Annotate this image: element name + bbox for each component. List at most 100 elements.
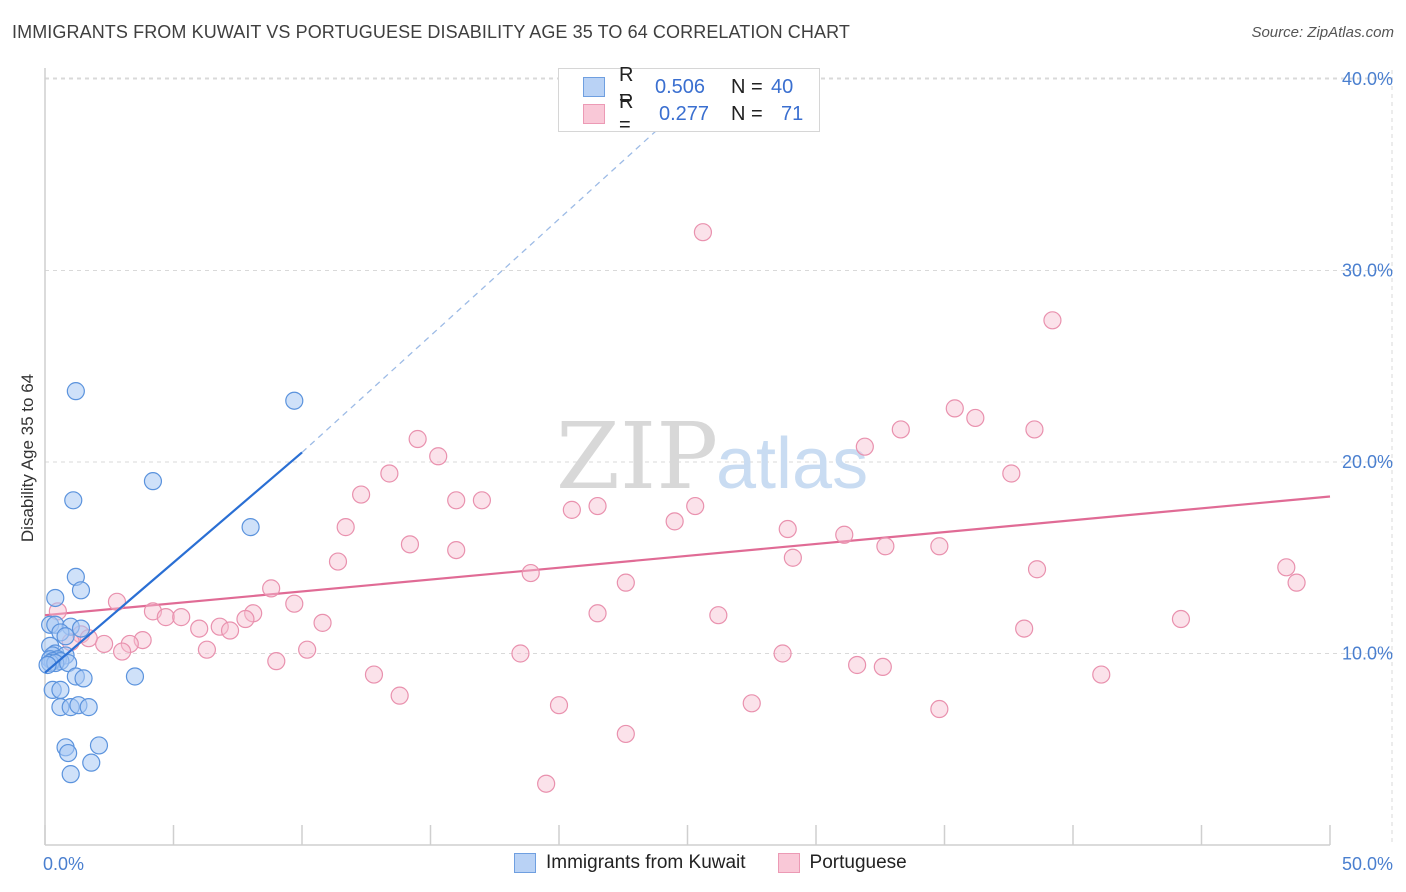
kuwait-point [143,472,163,491]
portuguese-point [390,686,409,705]
legend-row-portuguese: R = 0.277 N = 71 [583,91,803,136]
portuguese-point [156,608,175,627]
portuguese-point [120,634,139,654]
portuguese-point [1171,609,1191,629]
y-axis-label: Disability Age 35 to 64 [18,374,37,542]
portuguese-point [876,537,895,556]
portuguese-point [616,573,635,592]
portuguese-point [236,609,255,629]
portuguese-point [1002,464,1021,483]
legend-label-kuwait: Immigrants from Kuwait [546,852,746,873]
x-tick-label: 0.0% [43,854,84,874]
legend-swatch-blue [514,853,536,873]
portuguese-point [1043,311,1062,330]
legend-swatch-pink [583,104,605,124]
portuguese-point [107,592,127,611]
portuguese-point [472,491,491,510]
y-tick-label: 20.0% [1342,452,1393,472]
kuwait-point [46,588,65,608]
y-tick-label: 10.0% [1342,644,1393,664]
kuwait-points [38,382,304,784]
correlation-legend: R = 0.506 N = 40 R = 0.277 N = 71 [558,64,820,136]
watermark-zip: ZIP [556,403,718,510]
kuwait-point [285,391,304,410]
kuwait-point [89,736,109,755]
portuguese-point [380,464,399,483]
portuguese-point [891,420,910,439]
x-tick-label: 50.0% [1342,854,1393,874]
y-tick-label: 30.0% [1342,261,1393,281]
portuguese-point [298,640,317,659]
portuguese-point [1287,573,1306,592]
portuguese-trend-line [44,495,1331,617]
portuguese-point [742,694,761,713]
portuguese-point [408,429,427,449]
legend-n-value: 40 [771,75,794,98]
portuguese-point [511,644,530,663]
kuwait-point [74,669,93,688]
portuguese-point [835,525,854,544]
y-tick-label: 40.0% [1342,69,1393,89]
portuguese-point [262,579,281,598]
kuwait-point [82,753,101,772]
kuwait-point [64,491,83,510]
portuguese-point [1015,619,1034,638]
portuguese-point [220,621,240,640]
legend-row-kuwait: R = 0.506 N = 40 [583,64,794,109]
trend-lines [44,78,1331,617]
portuguese-point [588,496,607,516]
legend-n-label: N = [731,102,763,125]
portuguese-point [686,496,705,516]
kuwait-point [59,743,78,763]
portuguese-point [783,548,802,567]
legend-r-value: 0.506 [655,75,706,98]
portuguese-point [95,634,114,654]
portuguese-point [588,604,607,623]
series-legend: Immigrants from Kuwait Portuguese [514,852,939,874]
portuguese-point [1277,558,1296,577]
portuguese-point [562,500,581,519]
legend-n-label: N = [731,75,763,98]
portuguese-point [1027,560,1047,579]
kuwait-trend-line [44,451,303,674]
legend-item-portuguese: Portuguese [777,852,907,874]
legend-item-kuwait: Immigrants from Kuwait [514,852,746,874]
portuguese-point [945,399,964,418]
legend-swatch-pink [777,853,800,873]
kuwait-point [71,619,91,638]
kuwait-point [241,518,260,537]
portuguese-point [210,617,229,636]
kuwait-point [71,581,91,600]
kuwait-point [51,680,70,699]
portuguese-point [778,519,797,539]
portuguese-point [364,665,384,684]
portuguese-point [930,537,949,556]
portuguese-point [112,642,132,661]
portuguese-point [549,696,569,715]
portuguese-point [172,608,191,627]
tick-labels: 10.0% 20.0% 30.0% 40.0% 0.0% 50.0% [43,69,1393,874]
portuguese-point [190,619,209,638]
watermark: ZIP atlas [556,403,868,510]
kuwait-trend-extension [301,78,714,453]
axes [44,68,1331,846]
portuguese-point [873,657,892,677]
legend-swatch-blue [583,77,605,97]
kuwait-point [66,382,85,401]
kuwait-point [56,627,75,646]
portuguese-point [267,652,286,671]
legend-label-portuguese: Portuguese [809,852,907,873]
legend-r-label: R = [619,64,634,109]
source-credit: Source: ZipAtlas.com [1251,24,1394,41]
legend-r-label: R = [619,91,634,136]
portuguese-point [285,594,304,613]
kuwait-point [38,655,57,675]
portuguese-point [400,535,420,554]
portuguese-point [693,223,713,242]
portuguese-point [665,512,684,531]
portuguese-point [352,485,371,504]
portuguese-point [848,655,867,675]
portuguese-point [197,640,217,659]
portuguese-point [537,774,556,793]
